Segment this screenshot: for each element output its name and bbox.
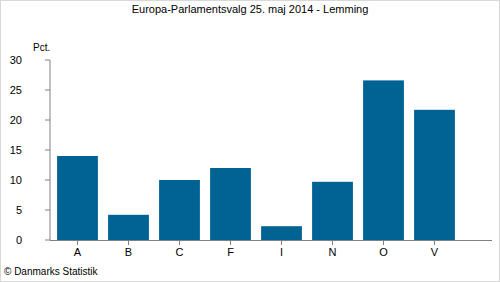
- bar: [261, 226, 302, 240]
- y-tick: [45, 210, 50, 211]
- y-tick-label: 15: [10, 144, 22, 156]
- bars: [57, 80, 455, 240]
- x-tick: [281, 241, 282, 245]
- x-tick: [230, 241, 231, 245]
- y-tick-label: 20: [10, 114, 22, 126]
- x-tick-label: B: [125, 246, 132, 258]
- bar: [57, 156, 98, 240]
- bar: [159, 180, 200, 240]
- bar: [363, 80, 404, 240]
- y-tick-label: 25: [10, 84, 22, 96]
- x-tick-label: C: [176, 246, 184, 258]
- x-tick: [77, 241, 78, 245]
- bar: [108, 215, 149, 240]
- y-tick-label: 5: [16, 204, 22, 216]
- x-tick-label: V: [431, 246, 439, 258]
- x-tick: [128, 241, 129, 245]
- y-tick-label: 30: [10, 54, 22, 66]
- chart: Europa-Parlamentsvalg 25. maj 2014 - Lem…: [0, 0, 500, 282]
- x-tick-label: N: [329, 246, 337, 258]
- bar: [414, 110, 455, 240]
- x-axis: [50, 240, 492, 241]
- y-tick: [45, 90, 50, 91]
- x-tick-label: A: [74, 246, 82, 258]
- x-tick-label: I: [280, 246, 283, 258]
- bar: [210, 168, 251, 240]
- y-tick: [45, 60, 50, 61]
- source-note: © Danmarks Statistik: [4, 266, 99, 277]
- y-tick: [45, 120, 50, 121]
- title: Europa-Parlamentsvalg 25. maj 2014 - Lem…: [132, 3, 369, 15]
- y-axis: [50, 60, 51, 240]
- y-tick: [45, 240, 50, 241]
- y-tick-label: 10: [10, 174, 22, 186]
- x-tick-label: F: [227, 246, 234, 258]
- x-tick: [179, 241, 180, 245]
- x-tick: [332, 241, 333, 245]
- bar: [312, 182, 353, 240]
- x-tick: [434, 241, 435, 245]
- y-tick: [45, 180, 50, 181]
- x-tick: [383, 241, 384, 245]
- x-tick-label: O: [379, 246, 388, 258]
- y-axis-label: Pct.: [33, 42, 50, 53]
- y-tick: [45, 150, 50, 151]
- frame: [1, 1, 500, 282]
- y-tick-label: 0: [16, 234, 22, 246]
